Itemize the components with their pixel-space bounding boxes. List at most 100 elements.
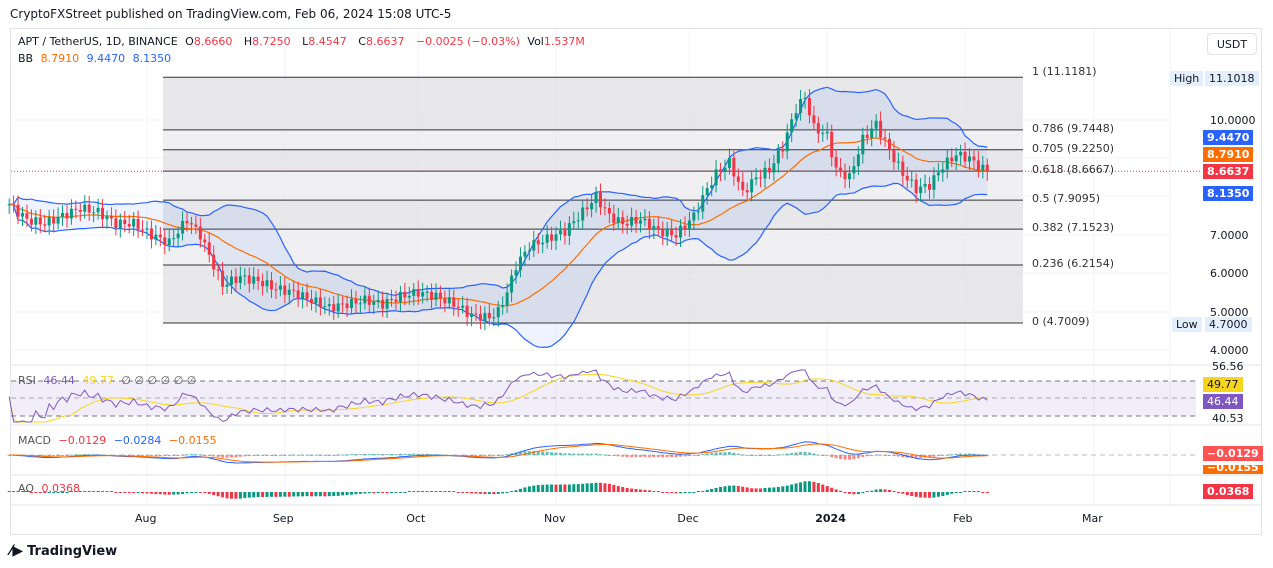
macd-histogram-bar bbox=[714, 452, 718, 455]
candle bbox=[816, 123, 820, 134]
ao-bar bbox=[421, 491, 425, 492]
candle bbox=[198, 226, 202, 240]
ao-bar bbox=[830, 487, 834, 492]
bb-upper-tag: 9.4470 bbox=[1203, 130, 1254, 145]
chart-frame[interactable] bbox=[10, 28, 1262, 535]
candle bbox=[274, 289, 278, 291]
symbol-title[interactable]: APT / TetherUS, 1D, BINANCE bbox=[18, 35, 178, 48]
macd-histogram-bar bbox=[759, 455, 763, 456]
macd-histogram-bar bbox=[532, 450, 536, 455]
ao-bar bbox=[856, 492, 860, 495]
macd-histogram-bar bbox=[56, 455, 60, 456]
candle bbox=[301, 292, 305, 299]
candle bbox=[310, 298, 314, 303]
candle bbox=[101, 207, 105, 220]
fib-level-label: 0.705 (9.2250) bbox=[1032, 141, 1115, 155]
macd-histogram-bar bbox=[594, 453, 598, 455]
ao-bar bbox=[149, 492, 153, 494]
candle bbox=[727, 157, 731, 168]
candle bbox=[261, 280, 265, 287]
candle bbox=[776, 150, 780, 164]
ao-bar bbox=[767, 487, 771, 492]
macd-histogram-bar bbox=[252, 455, 256, 456]
ao-bar bbox=[367, 492, 371, 494]
candle bbox=[78, 209, 82, 212]
tradingview-logo[interactable]: ⁄▶ TradingView bbox=[10, 543, 117, 559]
macd-histogram-bar bbox=[69, 454, 73, 456]
candle bbox=[376, 299, 380, 302]
rsi-ma-tag: 49.77 bbox=[1203, 377, 1243, 392]
ao-bar bbox=[34, 492, 38, 493]
macd-histogram-bar bbox=[43, 455, 47, 457]
candle bbox=[536, 240, 540, 245]
candle bbox=[532, 240, 536, 251]
ao-bar bbox=[670, 492, 674, 493]
ao-bar bbox=[247, 492, 251, 498]
macd-histogram-bar bbox=[665, 455, 669, 458]
macd-histogram-bar bbox=[750, 455, 754, 456]
candle bbox=[634, 216, 638, 224]
candle bbox=[812, 115, 816, 124]
candle bbox=[923, 183, 927, 187]
ao-bar bbox=[665, 492, 669, 493]
macd-histogram-bar bbox=[176, 455, 180, 456]
ao-bar bbox=[243, 492, 247, 499]
ao-bar bbox=[630, 488, 634, 492]
candle bbox=[412, 289, 416, 296]
candle bbox=[381, 299, 385, 309]
currency-button[interactable]: USDT bbox=[1207, 33, 1257, 55]
macd-histogram-bar bbox=[581, 453, 585, 455]
ao-bar bbox=[261, 492, 265, 498]
macd-histogram-bar bbox=[47, 455, 51, 456]
macd-histogram-bar bbox=[470, 455, 474, 456]
ao-value: 0.0368 bbox=[41, 482, 81, 495]
fib-level-label: 0.236 (6.2154) bbox=[1032, 257, 1115, 271]
macd-histogram-bar bbox=[207, 455, 211, 456]
candle bbox=[354, 298, 358, 304]
macd-histogram-bar bbox=[167, 455, 171, 456]
ao-bar bbox=[172, 492, 176, 495]
ao-bar bbox=[785, 485, 789, 492]
macd-histogram-bar bbox=[839, 455, 843, 459]
macd-histogram-bar bbox=[887, 455, 891, 456]
bb-lower-tag: 8.1350 bbox=[1203, 186, 1254, 201]
candle bbox=[438, 292, 442, 299]
candle bbox=[772, 163, 776, 173]
ao-bar bbox=[959, 492, 963, 493]
ao-label[interactable]: AO bbox=[18, 482, 34, 495]
macd-histogram-bar bbox=[901, 455, 905, 458]
low-value: 8.4547 bbox=[308, 35, 347, 48]
ao-bar bbox=[968, 491, 972, 492]
macd-histogram-bar bbox=[225, 455, 229, 458]
candle bbox=[919, 186, 923, 194]
high-marker-label: High bbox=[1170, 71, 1204, 86]
candle bbox=[887, 138, 891, 151]
candle bbox=[679, 225, 683, 238]
ao-bar bbox=[701, 490, 705, 492]
ao-bar bbox=[661, 492, 665, 493]
ao-bar bbox=[430, 491, 434, 492]
ao-bar bbox=[576, 484, 580, 492]
macd-histogram-bar bbox=[741, 454, 745, 456]
macd-histogram-bar bbox=[727, 452, 731, 455]
macd-histogram-bar bbox=[843, 455, 847, 460]
candle bbox=[741, 181, 745, 191]
macd-label[interactable]: MACD bbox=[18, 434, 51, 447]
ao-bar bbox=[327, 492, 331, 497]
ao-bar bbox=[839, 490, 843, 492]
rsi-label[interactable]: RSI bbox=[18, 374, 36, 387]
candle bbox=[185, 220, 189, 224]
fib-level-label: 0 (4.7009) bbox=[1032, 315, 1090, 329]
bb-label[interactable]: BB bbox=[18, 52, 34, 65]
candle bbox=[172, 238, 176, 240]
macd-histogram-bar bbox=[563, 453, 567, 455]
macd-histogram-bar bbox=[78, 454, 82, 456]
macd-histogram-bar bbox=[358, 454, 362, 456]
change-value: −0.0025 (−0.03%) bbox=[415, 35, 520, 48]
macd-histogram-bar bbox=[719, 452, 723, 455]
candle bbox=[745, 190, 749, 193]
ao-bar bbox=[61, 492, 65, 493]
macd-histogram-bar bbox=[968, 453, 972, 455]
candle bbox=[7, 204, 11, 206]
